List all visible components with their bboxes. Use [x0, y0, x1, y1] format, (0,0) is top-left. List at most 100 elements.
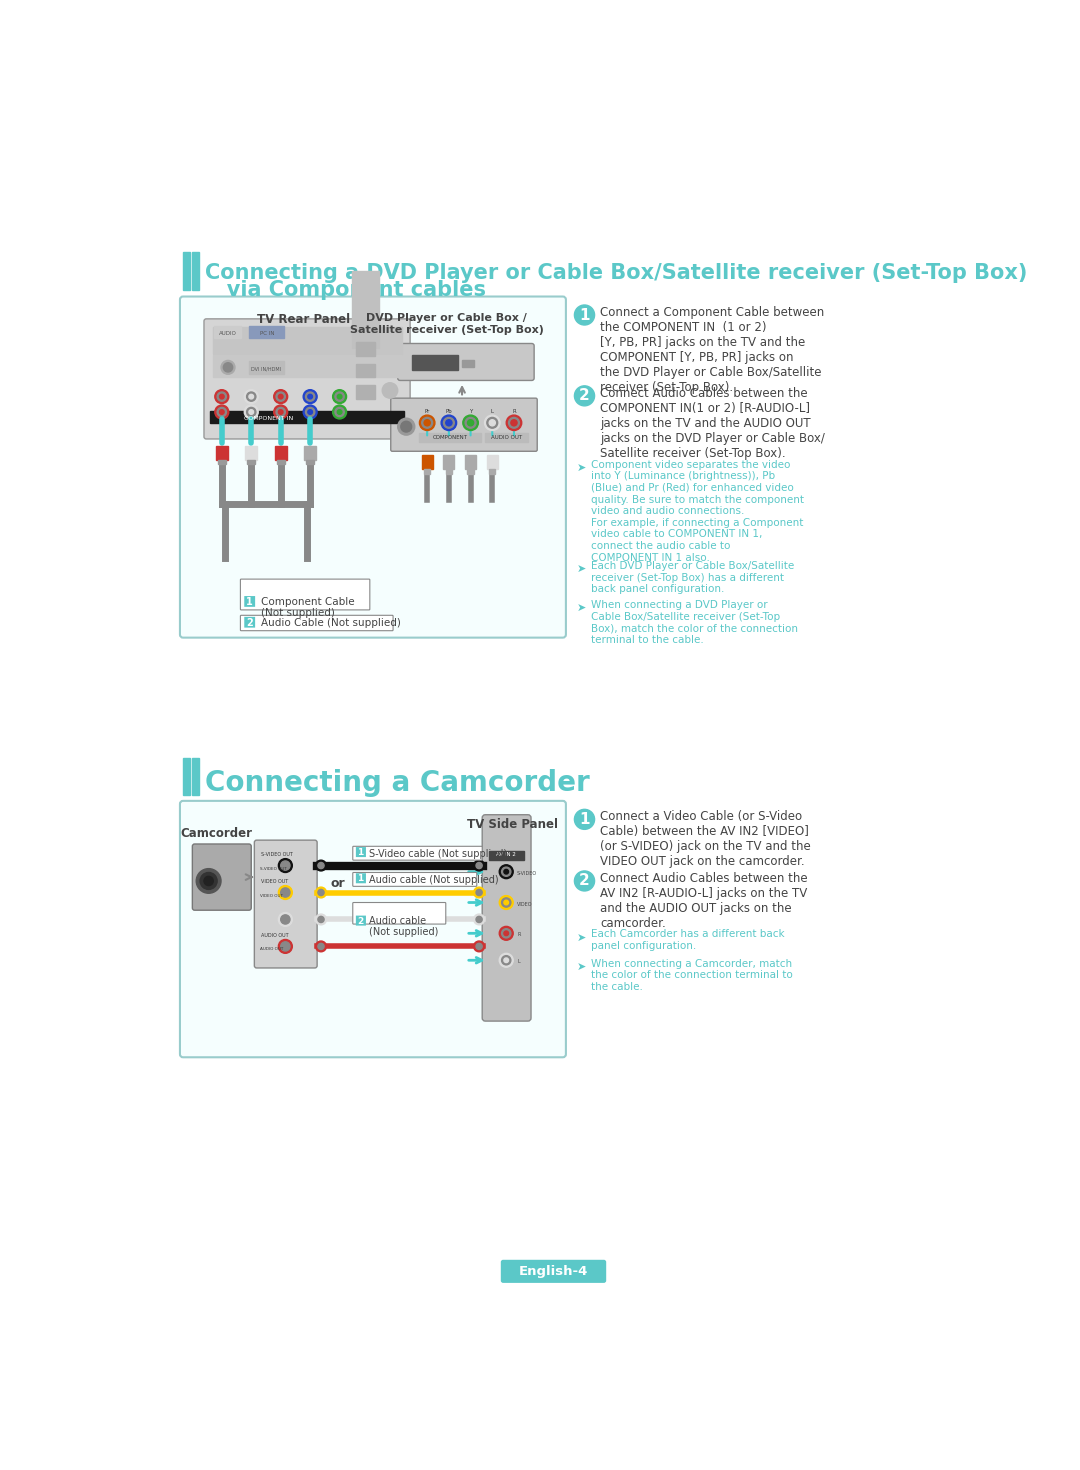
Circle shape [501, 867, 511, 876]
Circle shape [315, 941, 326, 951]
FancyBboxPatch shape [244, 617, 255, 628]
Circle shape [489, 420, 496, 426]
Bar [183, 251, 190, 291]
Circle shape [318, 863, 324, 869]
Text: Connect Audio Cables between the
COMPONENT IN(1 or 2) [R-AUDIO-L]
jacks on the T: Connect Audio Cables between the COMPONE… [600, 387, 825, 460]
Circle shape [315, 914, 326, 925]
FancyBboxPatch shape [241, 579, 369, 610]
Circle shape [308, 410, 312, 415]
Circle shape [487, 417, 498, 428]
Circle shape [499, 864, 513, 879]
Circle shape [476, 916, 482, 923]
FancyBboxPatch shape [192, 844, 252, 910]
Text: DVD Player or Cable Box /
Satellite receiver (Set-Top Box): DVD Player or Cable Box / Satellite rece… [350, 313, 543, 335]
Text: ➤: ➤ [577, 603, 586, 613]
Circle shape [204, 876, 213, 885]
Circle shape [308, 394, 312, 398]
Circle shape [575, 870, 595, 891]
Circle shape [224, 363, 232, 372]
Circle shape [281, 861, 291, 870]
Bar [274, 445, 287, 460]
Circle shape [335, 407, 345, 416]
Circle shape [465, 417, 476, 428]
Text: TV Side Panel: TV Side Panel [467, 817, 558, 831]
Text: Connecting a DVD Player or Cable Box/Satellite receiver (Set-Top Box): Connecting a DVD Player or Cable Box/Sat… [205, 263, 1027, 282]
Text: 1: 1 [579, 811, 590, 826]
Text: AUDIO OUT: AUDIO OUT [260, 948, 283, 951]
Circle shape [244, 406, 258, 419]
Circle shape [318, 944, 324, 950]
Circle shape [246, 392, 256, 401]
Bar [465, 456, 476, 469]
Text: Connect Audio Cables between the
AV IN2 [R-AUDIO-L] jacks on the TV
and the AUDI: Connect Audio Cables between the AV IN2 … [600, 872, 808, 929]
Text: Component Cable
(Not supplied): Component Cable (Not supplied) [260, 597, 354, 619]
Circle shape [504, 931, 509, 935]
FancyBboxPatch shape [482, 814, 531, 1022]
Circle shape [476, 889, 482, 895]
Text: 2: 2 [579, 873, 590, 888]
Text: VIDEO OUT: VIDEO OUT [260, 879, 287, 885]
Circle shape [474, 914, 485, 925]
Circle shape [422, 417, 433, 428]
Circle shape [476, 863, 482, 869]
Text: When connecting a DVD Player or
Cable Box/Satellite receiver (Set-Top
Box), matc: When connecting a DVD Player or Cable Bo… [591, 600, 798, 645]
FancyBboxPatch shape [180, 801, 566, 1057]
Circle shape [279, 858, 293, 873]
FancyBboxPatch shape [356, 916, 366, 926]
Circle shape [248, 394, 254, 398]
Circle shape [575, 810, 595, 829]
Circle shape [276, 407, 285, 416]
Text: via Component cables: via Component cables [205, 281, 486, 300]
Bar [213, 328, 402, 353]
Bar [303, 445, 316, 460]
Bar [214, 326, 241, 338]
Text: L: L [490, 409, 494, 413]
Text: AUDIO OUT: AUDIO OUT [260, 933, 288, 938]
Bar [192, 251, 200, 291]
Circle shape [246, 407, 256, 416]
Text: Pr: Pr [424, 409, 430, 413]
Circle shape [217, 407, 227, 416]
Circle shape [335, 392, 345, 401]
Circle shape [424, 420, 430, 426]
Circle shape [333, 390, 347, 404]
Text: ➤: ➤ [577, 463, 586, 473]
FancyBboxPatch shape [241, 616, 393, 631]
Text: Component video separates the video
into Y (Luminance (brightness)), Pb
(Blue) a: Component video separates the video into… [591, 460, 804, 563]
Bar [356, 385, 375, 398]
Circle shape [446, 420, 451, 426]
Bar [216, 445, 228, 460]
Text: ➤: ➤ [577, 564, 586, 575]
Bar [276, 460, 284, 465]
Circle shape [281, 914, 291, 925]
Text: 1: 1 [357, 875, 364, 883]
Bar [307, 460, 314, 465]
Text: When connecting a Camcorder, match
the color of the connection terminal to
the c: When connecting a Camcorder, match the c… [591, 958, 793, 992]
Circle shape [474, 860, 485, 870]
Text: ➤: ➤ [577, 932, 586, 942]
Circle shape [279, 394, 283, 398]
Bar [213, 356, 402, 376]
FancyBboxPatch shape [356, 873, 366, 883]
Text: Audio Cable (Not supplied): Audio Cable (Not supplied) [260, 617, 401, 628]
Circle shape [501, 956, 511, 964]
Bar [468, 469, 474, 473]
Text: COMPONENT: COMPONENT [433, 435, 468, 440]
Bar [462, 360, 474, 368]
Text: AUDIO OUT: AUDIO OUT [490, 435, 522, 440]
Circle shape [504, 869, 509, 875]
Circle shape [507, 415, 522, 431]
Circle shape [273, 390, 287, 404]
Text: L: L [517, 960, 519, 964]
Text: 2: 2 [579, 388, 590, 403]
Text: COMPONENT IN: COMPONENT IN [244, 416, 293, 422]
Text: Audio cable
(Not supplied): Audio cable (Not supplied) [369, 916, 438, 938]
Circle shape [501, 898, 511, 907]
Bar [356, 343, 375, 356]
Text: Each DVD Player or Cable Box/Satellite
receiver (Set-Top Box) has a different
ba: Each DVD Player or Cable Box/Satellite r… [591, 562, 794, 594]
Circle shape [219, 394, 225, 398]
Bar [422, 456, 433, 469]
Circle shape [217, 392, 227, 401]
FancyBboxPatch shape [353, 873, 476, 886]
Bar [218, 460, 226, 465]
